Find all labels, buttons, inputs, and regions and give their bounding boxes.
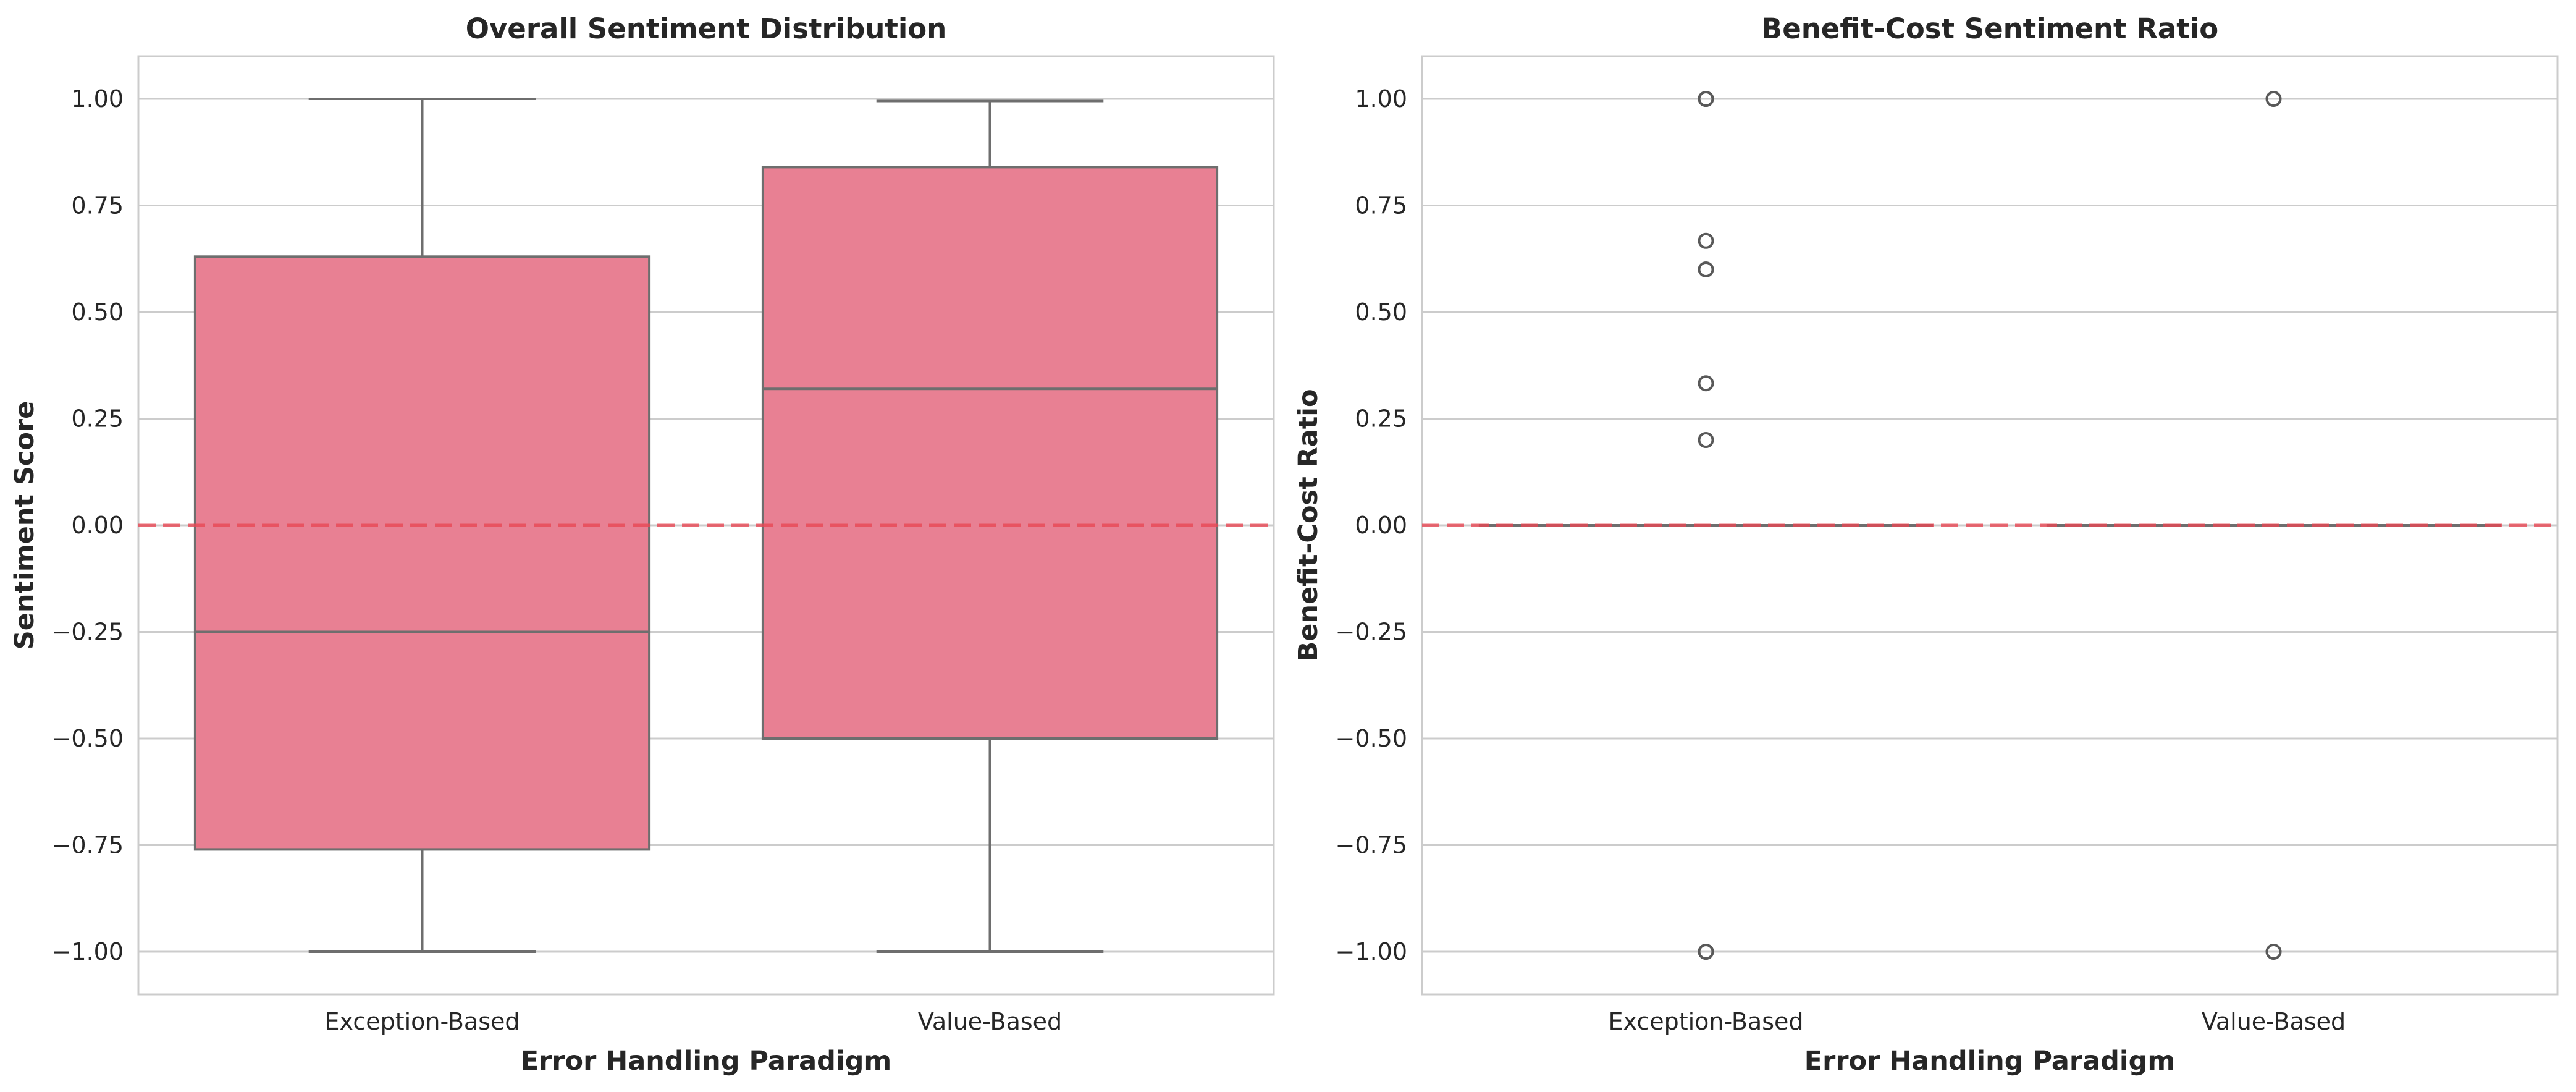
y-tick-label: 0.50 — [1355, 298, 1407, 326]
y-tick-label: 0.00 — [1355, 512, 1407, 539]
y-tick-label: −0.75 — [1336, 832, 1407, 859]
x-axis-label: Error Handling Paradigm — [521, 1046, 891, 1077]
box-iqr — [761, 166, 1219, 740]
y-tick-label: −1.00 — [1336, 938, 1407, 965]
outlier-point — [1698, 375, 1714, 392]
x-axis-label: Error Handling Paradigm — [1804, 1046, 2175, 1077]
x-tick-label: Exception-Based — [324, 1008, 520, 1035]
outlier-point — [2265, 944, 2282, 960]
outlier-point — [1698, 232, 1714, 249]
y-tick-label: 1.00 — [1355, 85, 1407, 112]
box-value-based — [761, 99, 1219, 953]
y-tick-label: 1.00 — [71, 85, 124, 112]
y-tick-label: 0.50 — [71, 298, 124, 326]
y-tick-label: −0.75 — [52, 832, 124, 859]
y-tick-label: 0.25 — [1355, 405, 1407, 433]
chart-panel-1: 1.00 0.75 0.50 0.25 0.00 −0.25 −0.50 −0.75 −1.00… — [9, 12, 1275, 1077]
y-tick-label: −0.50 — [1336, 725, 1407, 752]
x-tick-label: Value-Based — [2202, 1008, 2346, 1035]
y-tick-label: −0.25 — [1336, 619, 1407, 646]
outlier-point — [1698, 432, 1714, 448]
chart-title: Benefit-Cost Sentiment Ratio — [1761, 12, 2218, 45]
y-axis-label: Sentiment Score — [9, 401, 40, 650]
outlier-point — [1698, 91, 1714, 107]
outlier-point — [1698, 944, 1714, 960]
y-axis-label: Benefit-Cost Ratio — [1293, 389, 1324, 661]
box-iqr — [193, 255, 651, 851]
y-tick-label: −1.00 — [52, 938, 124, 965]
x-tick-label: Exception-Based — [1608, 1008, 1803, 1035]
y-tick-label: 0.00 — [71, 512, 124, 539]
box-exception-based — [193, 98, 651, 953]
chart-panel-2: 1.00 0.75 0.50 0.25 0.00 −0.25 −0.50 −0.75 −1.00… — [1293, 12, 2559, 1077]
outlier-point — [1698, 261, 1714, 277]
x-tick-label: Value-Based — [918, 1008, 1062, 1035]
chart-title: Overall Sentiment Distribution — [466, 12, 947, 45]
y-tick-label: 0.75 — [71, 192, 124, 219]
y-tick-label: 0.25 — [71, 405, 124, 433]
y-tick-label: 0.75 — [1355, 192, 1407, 219]
y-tick-label: −0.25 — [52, 619, 124, 646]
outlier-point — [2265, 91, 2282, 107]
y-tick-label: −0.50 — [52, 725, 124, 752]
